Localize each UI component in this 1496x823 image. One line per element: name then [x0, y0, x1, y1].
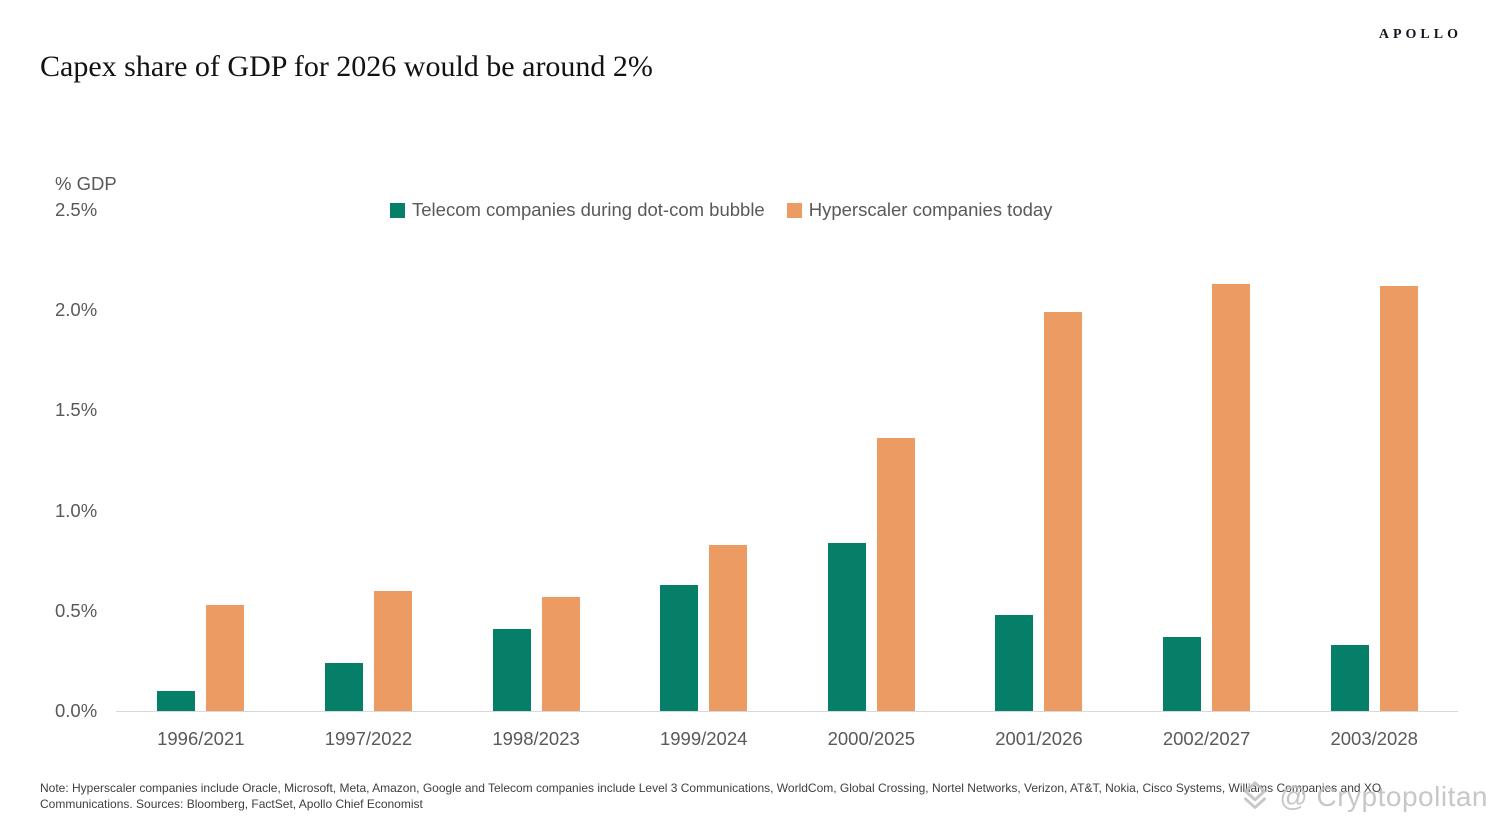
- bar-telecom-2000-2025: [827, 542, 866, 711]
- y-axis-tick-label: 1.0%: [55, 499, 98, 521]
- bar-telecom-2003-2028: [1330, 644, 1369, 711]
- x-axis-category-label: 2001/2026: [995, 728, 1083, 749]
- legend-swatch-hyperscaler-icon: [786, 202, 802, 218]
- y-axis-tick-label: 0.0%: [55, 700, 98, 721]
- y-axis-tick-label: 2.0%: [55, 299, 98, 321]
- x-axis-category-label: 1998/2023: [492, 728, 580, 749]
- bar-telecom-1999-2024: [660, 584, 699, 711]
- bar-telecom-1996-2021: [157, 690, 196, 711]
- y-axis-tick-label: 2.5%: [55, 199, 98, 220]
- bar-hyperscaler-1996-2021: [206, 604, 245, 711]
- x-axis-category-label: 2003/2028: [1330, 728, 1418, 749]
- source-note-line2: Communications. Sources: Bloomberg, Fact…: [40, 796, 423, 811]
- x-axis-category-label: 2000/2025: [827, 728, 916, 749]
- chart-title: Capex share of GDP for 2026 would be aro…: [40, 50, 653, 83]
- bar-telecom-2001-2026: [995, 614, 1034, 711]
- legend-item-hyperscaler: Hyperscaler companies today: [786, 199, 1053, 221]
- bar-hyperscaler-1998-2023: [541, 596, 580, 711]
- legend: Telecom companies during dot-com bubble …: [390, 199, 1052, 221]
- legend-label-hyperscaler: Hyperscaler companies today: [808, 199, 1053, 220]
- legend-item-telecom: Telecom companies during dot-com bubble: [390, 199, 765, 221]
- diamond-gem-icon: [1244, 781, 1267, 809]
- x-axis-category-label: 2002/2027: [1162, 728, 1251, 749]
- bar-hyperscaler-2000-2025: [876, 438, 915, 711]
- apollo-logo: APOLLO: [1378, 27, 1462, 42]
- x-axis-category-label: 1999/2024: [659, 728, 748, 749]
- bar-hyperscaler-2003-2028: [1379, 286, 1418, 711]
- watermark-text: @ Cryptopolitan: [1279, 781, 1488, 812]
- bar-hyperscaler-1997-2022: [373, 590, 412, 711]
- y-axis-tick-label: 0.5%: [55, 599, 98, 621]
- watermark: @ Cryptopolitan: [1236, 778, 1488, 816]
- y-axis-tick-label: 1.5%: [55, 399, 98, 421]
- legend-label-telecom: Telecom companies during dot-com bubble: [412, 199, 765, 220]
- bar-telecom-1997-2022: [324, 662, 363, 711]
- bar-hyperscaler-2001-2026: [1044, 312, 1083, 711]
- x-axis-line: [116, 711, 1458, 712]
- bar-telecom-2002-2027: [1163, 636, 1202, 711]
- bar-telecom-1998-2023: [492, 628, 531, 711]
- legend-swatch-telecom-icon: [390, 202, 405, 218]
- source-note-line1: Note: Hyperscaler companies include Orac…: [40, 781, 1382, 795]
- bar-hyperscaler-1999-2024: [709, 544, 748, 711]
- bar-hyperscaler-2002-2027: [1212, 284, 1251, 711]
- x-axis-category-label: 1997/2022: [324, 728, 413, 749]
- y-axis-unit-label: % GDP: [55, 173, 117, 194]
- x-axis-category-label: 1996/2021: [157, 728, 245, 749]
- source-note: Note: Hyperscaler companies include Orac…: [40, 781, 1440, 812]
